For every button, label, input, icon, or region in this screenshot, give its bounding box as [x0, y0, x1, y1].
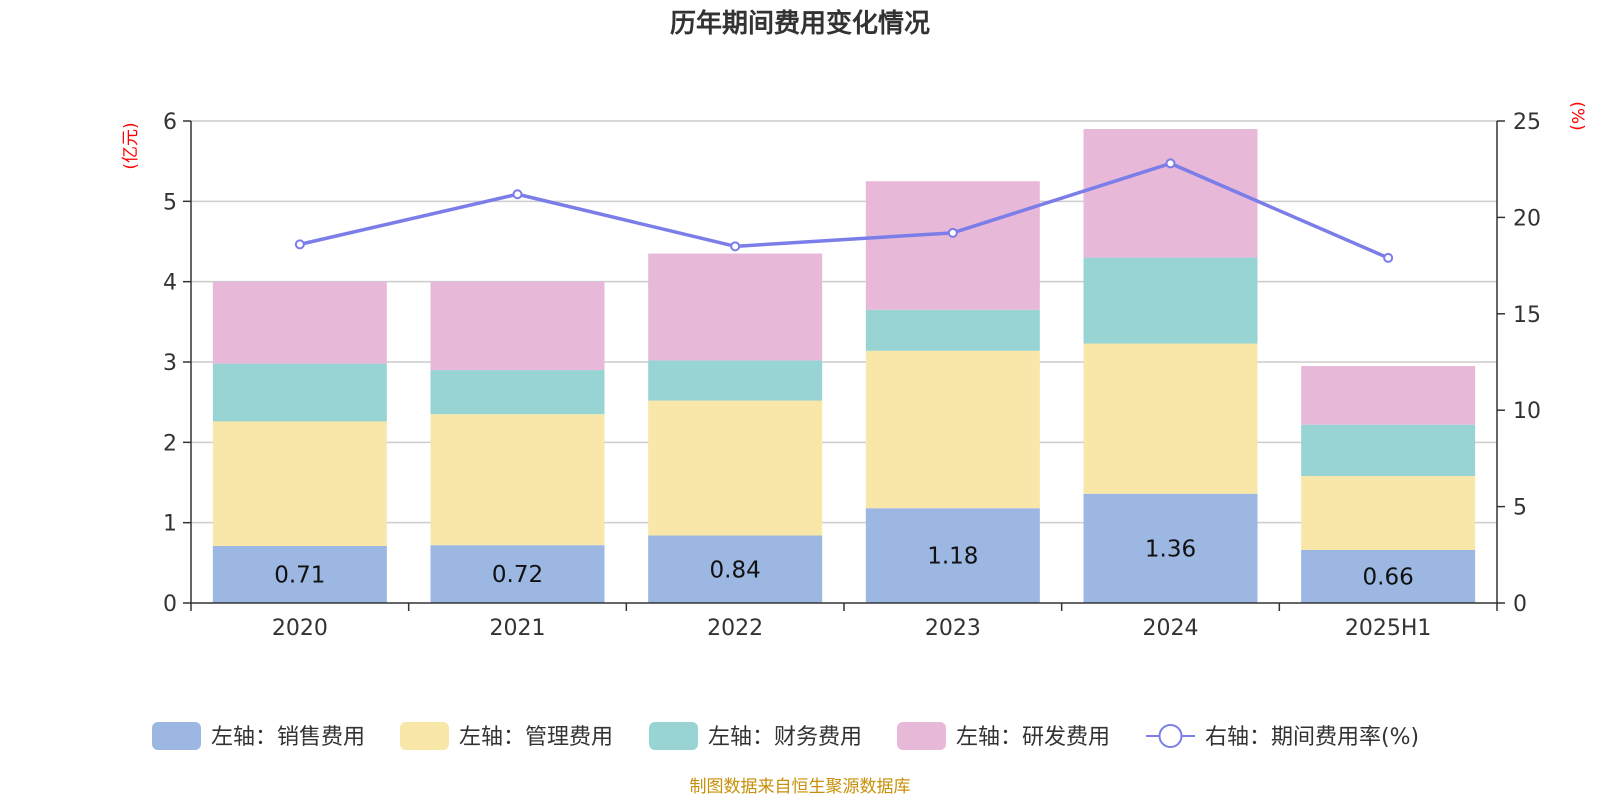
- grid-lines: [191, 120, 1497, 524]
- bar-value-label: 0.72: [492, 562, 543, 588]
- bar-segment: [430, 414, 605, 546]
- left-tick-label: 1: [163, 512, 177, 537]
- left-tick-label: 5: [163, 190, 177, 215]
- legend-label: 左轴：研发费用: [956, 725, 1110, 750]
- legend-label: 左轴：销售费用: [211, 725, 365, 750]
- bar-segment: [212, 363, 387, 422]
- bar-segment: [865, 309, 1040, 351]
- bar-segment: [430, 370, 605, 415]
- chart-title: 历年期间费用变化情况: [670, 8, 930, 39]
- bar-segment: [865, 181, 1040, 310]
- rate-line-point: [1383, 252, 1394, 263]
- bar-segment: [1301, 476, 1476, 550]
- left-tick-label: 6: [163, 110, 177, 135]
- rate-line-point: [947, 227, 958, 238]
- x-tick-label: 2020: [272, 616, 328, 641]
- rate-line-point: [730, 241, 741, 252]
- bar-segment: [212, 421, 387, 546]
- right-tick-label: 5: [1513, 496, 1527, 521]
- bar-value-label: 1.18: [927, 544, 978, 570]
- left-tick-label: 4: [163, 271, 177, 296]
- bar-segment: [1301, 366, 1476, 425]
- bar-segment: [1301, 549, 1476, 603]
- rate-line-point: [512, 189, 523, 200]
- axes: 0 1 2 3 4 5 6 0 5 10 15 20 25 2020 2021 2022 2023 2024 202…: [163, 110, 1541, 641]
- rate-line-path: [299, 161, 1389, 260]
- bars: [212, 129, 1476, 603]
- bar-segment: [212, 281, 387, 364]
- bar-segment: [1301, 424, 1476, 477]
- legend-swatch: [649, 722, 698, 750]
- bar-segment: [648, 535, 823, 603]
- right-axis-unit: (%): [1567, 101, 1587, 130]
- bar-segment: [1083, 493, 1258, 603]
- bar-segment: [648, 400, 823, 536]
- x-tick-label: 2024: [1143, 616, 1199, 641]
- legend-swatch: [897, 722, 946, 750]
- bar-segment: [865, 508, 1040, 603]
- right-tick-label: 20: [1513, 206, 1541, 231]
- x-tick-label: 2023: [925, 616, 981, 641]
- x-tick-label: 2022: [707, 616, 763, 641]
- right-tick-label: 25: [1513, 110, 1541, 135]
- right-tick-label: 10: [1513, 399, 1541, 424]
- legend-line-marker: [1158, 724, 1183, 748]
- bar-value-label: 0.84: [710, 557, 761, 583]
- rate-line-point: [1165, 158, 1176, 169]
- bar-segment: [1083, 257, 1258, 344]
- left-tick-label: 2: [163, 431, 177, 456]
- legend-swatch: [400, 722, 449, 750]
- legend-swatch: [152, 722, 201, 750]
- x-tick-label: 2021: [490, 616, 546, 641]
- legend-label: 右轴：期间费用率(%): [1205, 725, 1419, 750]
- right-tick-label: 0: [1513, 592, 1527, 617]
- source-note: 制图数据来自恒生聚源数据库: [690, 777, 911, 797]
- legend: 左轴：销售费用 左轴：管理费用 左轴：财务费用 左轴：研发费用 右轴：期间费用率(%): [152, 722, 1419, 750]
- legend-label: 左轴：管理费用: [459, 725, 613, 750]
- bar-segment: [648, 360, 823, 401]
- bar-segment: [430, 545, 605, 603]
- bar-value-label: 0.66: [1363, 564, 1414, 590]
- rate-line-point: [294, 239, 305, 250]
- bar-segment: [430, 281, 605, 371]
- bar-segment: [865, 350, 1040, 509]
- bar-segment: [1083, 343, 1258, 494]
- bar-segment: [648, 253, 823, 361]
- x-tick-label: 2025H1: [1345, 616, 1432, 641]
- rate-line: [294, 158, 1394, 263]
- left-tick-label: 3: [163, 351, 177, 376]
- bar-value-label: 0.71: [274, 562, 325, 588]
- right-tick-label: 15: [1513, 303, 1541, 328]
- left-tick-label: 0: [163, 592, 177, 617]
- left-axis-unit: (亿元): [121, 122, 141, 169]
- bar-segment: [212, 545, 387, 603]
- legend-label: 左轴：财务费用: [708, 725, 862, 750]
- bar-segment: [1083, 129, 1258, 258]
- bar-value-label: 1.36: [1145, 536, 1196, 562]
- bar-labels: 0.71 0.72 0.84 1.18 1.36 0.66: [274, 536, 1414, 590]
